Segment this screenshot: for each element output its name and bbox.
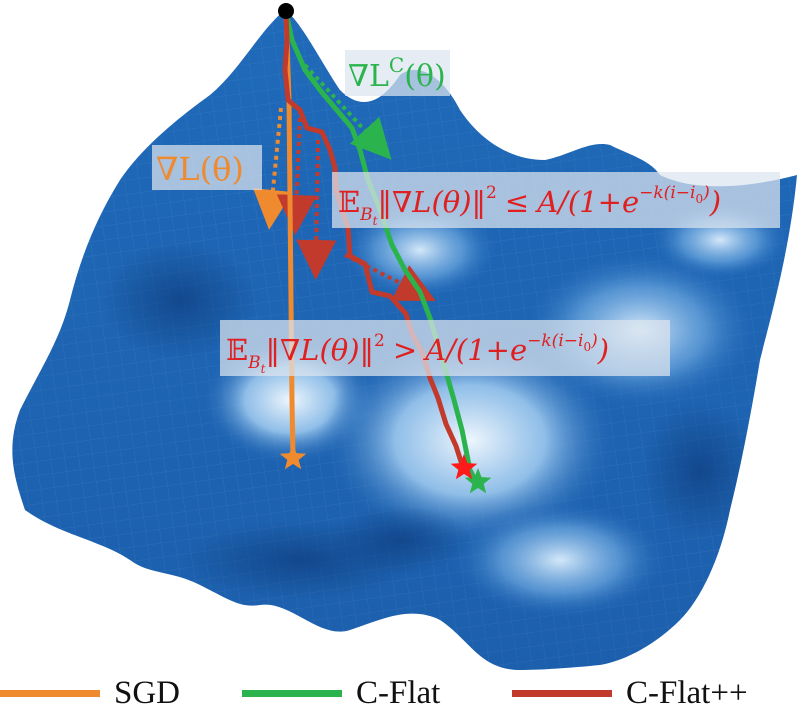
cond-high-rel: >: [393, 333, 417, 367]
grad-lc-label-box: [345, 50, 450, 96]
grad-lc-label: ∇LC(θ): [348, 53, 446, 94]
cond-high-norm: ‖∇L(θ)‖: [265, 333, 374, 367]
cond-low-norm: ‖∇L(θ)‖: [377, 185, 486, 219]
valley-center: [320, 330, 620, 550]
cond-high-sub: B: [247, 353, 261, 373]
valley-lower: [450, 500, 670, 620]
cond-low-sub: B: [359, 205, 373, 225]
legend-item-sgd: SGD: [0, 672, 180, 715]
legend-swatch-cflat: [242, 690, 342, 697]
grad-l-label: ∇L(θ): [156, 150, 244, 188]
cond-high-exp-close: ): [590, 331, 598, 351]
cond-low-subsub: t: [373, 214, 378, 228]
cond-low-label-box: [332, 172, 780, 228]
legend-swatch-cflatpp: [512, 690, 612, 697]
start-point: [278, 3, 294, 19]
grad-l-label-box: [152, 145, 262, 190]
cond-high-label: 𝔼Bt‖∇L(θ)‖2 > A/(1+e−k(i−i0)): [226, 331, 609, 376]
legend-label-cflat: C-Flat: [356, 675, 441, 711]
cond-high-rhs-close: ): [597, 333, 609, 367]
legend: SGD C-Flat C-Flat++: [0, 672, 797, 715]
grad-lc-tail: (θ): [404, 59, 445, 94]
grad-lc-base: ∇L: [348, 59, 389, 94]
cond-low-pow: 2: [486, 183, 497, 203]
cond-high-label-box: [220, 320, 670, 376]
gradient-arrows: [253, 63, 436, 302]
cflatpp-gradient-arrow-3: [344, 253, 436, 302]
cond-low-label: 𝔼Bt‖∇L(θ)‖2 ≤ A/(1+e−k(i−i0)): [338, 183, 721, 228]
cflatpp-gradient-arrow-1: [276, 109, 317, 235]
cond-high-rhs: A/(1+e: [422, 333, 527, 367]
cond-low-exp: −k(i−i: [639, 183, 695, 203]
ridge-shadow-center: [330, 505, 470, 575]
cond-high-e: 𝔼: [226, 333, 248, 367]
legend-label-cflatpp: C-Flat++: [626, 675, 748, 711]
cond-high-exp: −k(i−i: [527, 331, 583, 351]
cond-low-rhs: A/(1+e: [534, 185, 639, 219]
cond-high-subsub: t: [261, 362, 266, 376]
ridge-shadow-right: [640, 400, 760, 540]
cond-low-rhs-close: ): [709, 185, 721, 219]
legend-swatch-sgd: [0, 690, 100, 697]
cflat-trajectory: [283, 9, 479, 485]
cflatpp-end-star: [450, 454, 478, 480]
sgd-end-star: [279, 444, 307, 470]
cflat-gradient-arrow: [303, 63, 392, 160]
trajectories: [282, 9, 479, 485]
cond-low-e: 𝔼: [338, 185, 360, 219]
grad-lc-sup: C: [389, 53, 404, 77]
sgd-gradient-arrow: [253, 107, 293, 230]
legend-label-sgd: SGD: [114, 675, 181, 711]
legend-item-cflatpp: C-Flat++: [512, 672, 748, 715]
cond-high-exp-sub: 0: [583, 340, 591, 354]
cflatpp-trajectory: [282, 9, 466, 471]
legend-item-cflat: C-Flat: [242, 672, 440, 715]
cond-low-exp-close: ): [702, 183, 710, 203]
cond-low-exp-sub: 0: [695, 192, 703, 206]
cond-high-pow: 2: [374, 331, 385, 351]
cflat-end-star: [464, 468, 492, 494]
cond-low-rel: ≤: [505, 185, 529, 219]
